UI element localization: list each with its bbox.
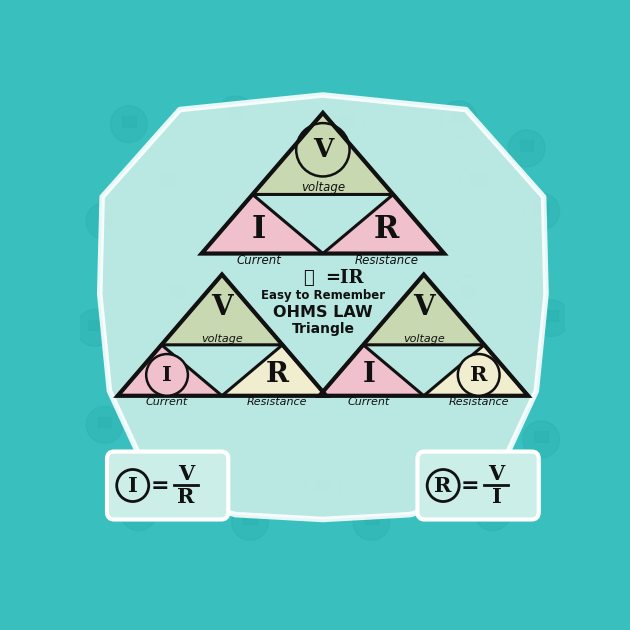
Text: =IR: =IR — [326, 270, 364, 287]
Bar — [161, 174, 175, 185]
FancyBboxPatch shape — [107, 452, 228, 520]
Circle shape — [450, 275, 487, 312]
Bar — [452, 111, 466, 122]
Circle shape — [474, 494, 511, 530]
Text: Resistance: Resistance — [355, 254, 419, 267]
Polygon shape — [100, 95, 546, 520]
Text: R: R — [265, 362, 289, 389]
Circle shape — [146, 354, 188, 396]
Text: Resistance: Resistance — [247, 397, 307, 407]
Circle shape — [508, 130, 545, 167]
Polygon shape — [118, 345, 222, 396]
Text: Easy to Remember: Easy to Remember — [261, 289, 385, 302]
Bar — [534, 431, 548, 442]
Text: OHMS LAW: OHMS LAW — [273, 305, 373, 320]
Circle shape — [159, 275, 196, 312]
Bar — [544, 310, 558, 321]
Text: V: V — [413, 294, 435, 321]
Circle shape — [329, 106, 365, 142]
Text: Current: Current — [146, 397, 188, 407]
Text: V: V — [312, 137, 333, 163]
Circle shape — [440, 101, 477, 138]
Text: R: R — [178, 486, 195, 507]
Bar — [171, 285, 184, 296]
Text: R: R — [374, 214, 399, 246]
Circle shape — [304, 469, 341, 507]
Text: R: R — [470, 365, 488, 385]
Text: Current: Current — [237, 254, 282, 267]
Bar — [340, 116, 354, 127]
Circle shape — [86, 203, 123, 239]
Bar — [98, 213, 112, 224]
Text: I: I — [128, 476, 137, 496]
Bar — [471, 174, 485, 185]
Text: ⓥ: ⓥ — [303, 270, 314, 287]
Polygon shape — [323, 195, 444, 253]
Circle shape — [149, 164, 186, 201]
Bar — [243, 513, 257, 524]
Text: =: = — [151, 476, 169, 496]
Text: V: V — [178, 464, 194, 484]
Text: voltage: voltage — [201, 334, 243, 344]
Text: voltage: voltage — [301, 181, 345, 194]
Text: Resistance: Resistance — [449, 397, 509, 407]
Bar — [98, 416, 112, 427]
Text: R: R — [435, 476, 452, 496]
Text: I: I — [491, 486, 501, 507]
Polygon shape — [253, 113, 393, 195]
Bar — [486, 504, 500, 515]
Bar — [316, 479, 329, 490]
Text: Current: Current — [348, 397, 390, 407]
Circle shape — [353, 503, 390, 541]
Text: I: I — [162, 365, 172, 385]
Text: I: I — [252, 214, 266, 246]
Circle shape — [110, 106, 147, 142]
Bar — [122, 116, 135, 127]
Circle shape — [232, 503, 268, 541]
Circle shape — [532, 300, 570, 336]
Text: I: I — [362, 362, 375, 389]
Text: V: V — [211, 294, 233, 321]
Bar — [365, 513, 378, 524]
Circle shape — [217, 96, 254, 133]
Bar — [132, 504, 146, 515]
Circle shape — [76, 309, 113, 346]
Bar — [88, 319, 101, 330]
Bar — [462, 285, 475, 296]
Polygon shape — [202, 195, 323, 253]
Circle shape — [458, 354, 500, 396]
Polygon shape — [161, 275, 282, 345]
Circle shape — [523, 421, 559, 458]
Circle shape — [120, 494, 157, 530]
Text: V: V — [488, 464, 505, 484]
Polygon shape — [364, 275, 484, 345]
Bar — [229, 106, 243, 117]
Bar — [520, 140, 534, 151]
Polygon shape — [222, 345, 326, 396]
Text: voltage: voltage — [403, 334, 445, 344]
Circle shape — [460, 164, 496, 201]
Text: =: = — [461, 476, 479, 496]
Circle shape — [86, 406, 123, 444]
FancyBboxPatch shape — [418, 452, 539, 520]
Bar — [534, 203, 548, 214]
Circle shape — [523, 193, 559, 230]
Polygon shape — [319, 345, 424, 396]
Text: Triangle: Triangle — [291, 323, 354, 336]
Polygon shape — [424, 345, 528, 396]
